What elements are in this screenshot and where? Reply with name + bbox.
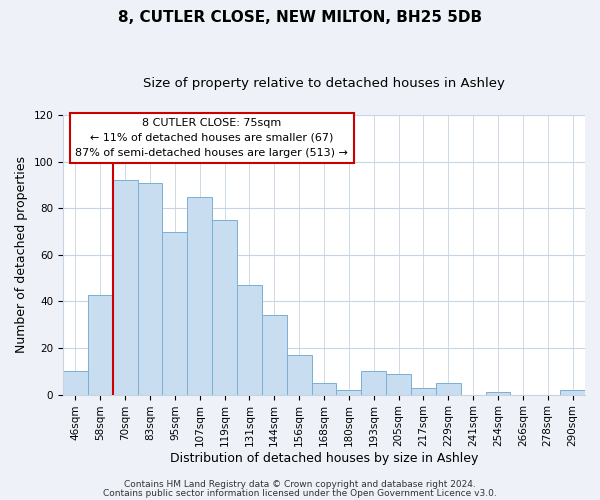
Bar	[361, 372, 386, 394]
Bar	[212, 220, 237, 394]
Bar	[113, 180, 137, 394]
Bar	[88, 294, 113, 394]
Text: Contains public sector information licensed under the Open Government Licence v3: Contains public sector information licen…	[103, 488, 497, 498]
Bar	[485, 392, 511, 394]
X-axis label: Distribution of detached houses by size in Ashley: Distribution of detached houses by size …	[170, 452, 478, 465]
Bar	[187, 196, 212, 394]
Bar	[311, 383, 337, 394]
Bar	[337, 390, 361, 394]
Y-axis label: Number of detached properties: Number of detached properties	[15, 156, 28, 354]
Bar	[386, 374, 411, 394]
Bar	[262, 316, 287, 394]
Bar	[287, 355, 311, 395]
Bar	[436, 383, 461, 394]
Bar	[237, 285, 262, 395]
Bar	[560, 390, 585, 394]
Bar	[411, 388, 436, 394]
Bar	[137, 183, 163, 394]
Bar	[163, 232, 187, 394]
Text: 8 CUTLER CLOSE: 75sqm
← 11% of detached houses are smaller (67)
87% of semi-deta: 8 CUTLER CLOSE: 75sqm ← 11% of detached …	[76, 118, 348, 158]
Text: 8, CUTLER CLOSE, NEW MILTON, BH25 5DB: 8, CUTLER CLOSE, NEW MILTON, BH25 5DB	[118, 10, 482, 25]
Text: Contains HM Land Registry data © Crown copyright and database right 2024.: Contains HM Land Registry data © Crown c…	[124, 480, 476, 489]
Bar	[63, 372, 88, 394]
Title: Size of property relative to detached houses in Ashley: Size of property relative to detached ho…	[143, 78, 505, 90]
